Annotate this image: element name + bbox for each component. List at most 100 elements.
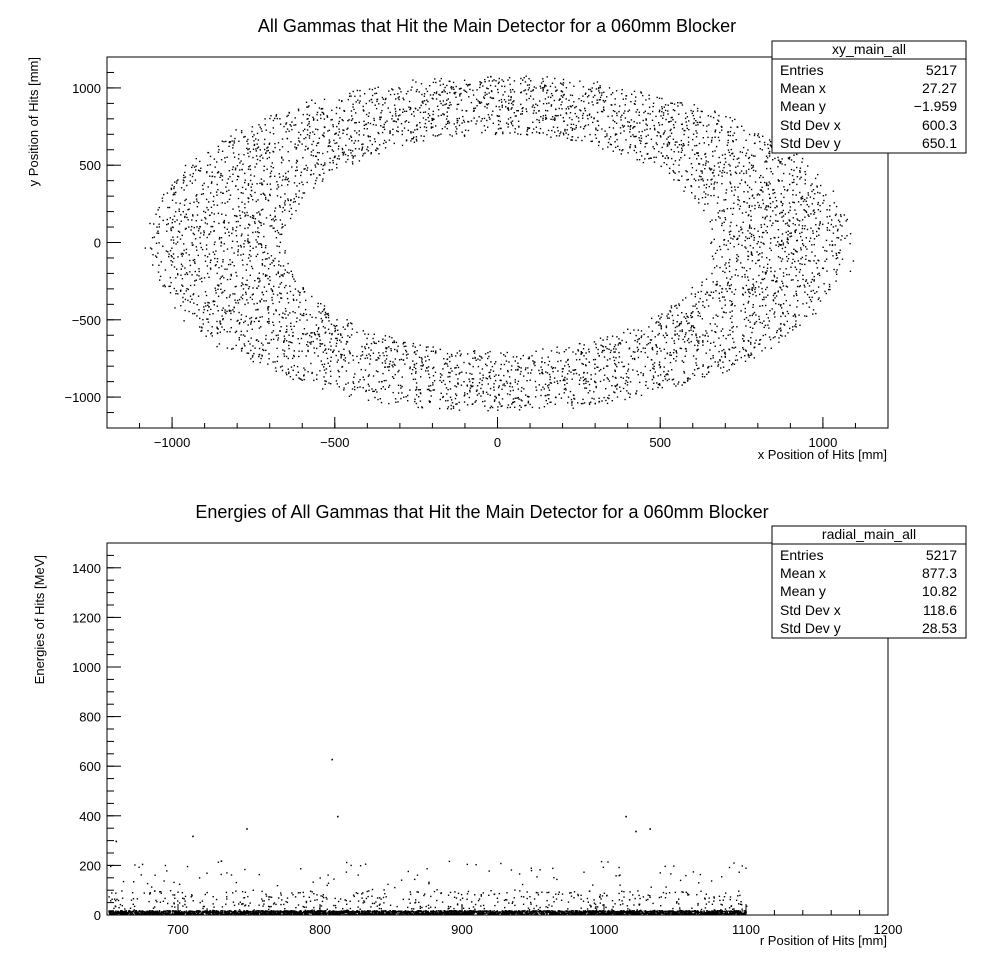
xy-hit-point (692, 330, 694, 332)
xy-hit-point (801, 231, 803, 234)
xy-hit-point (801, 197, 804, 200)
xy-hit-point (493, 389, 495, 391)
xy-hit-point (618, 338, 620, 340)
xy-hit-point (265, 196, 267, 199)
xy-hit-point (762, 135, 764, 137)
xy-hit-point (257, 340, 260, 342)
xy-hit-point (228, 145, 230, 147)
xy-hit-point (314, 164, 316, 166)
xy-hit-point (638, 131, 640, 133)
xy-hit-point (682, 143, 685, 145)
xy-hit-point (261, 183, 263, 186)
xy-hit-point (424, 122, 427, 125)
xy-hit-point (173, 266, 176, 268)
xy-hit-point (261, 316, 263, 318)
xy-hit-point (233, 140, 235, 142)
xy-hit-point (455, 85, 457, 88)
xy-hit-point (377, 398, 379, 401)
xy-hit-point (444, 91, 446, 93)
xy-hit-point (832, 232, 835, 234)
xy-hit-point (763, 231, 765, 234)
xy-hit-point (817, 298, 819, 301)
xy-hit-point (805, 200, 807, 202)
xy-hit-point (306, 118, 308, 120)
xy-hit-point (244, 283, 247, 286)
xy-hit-point (229, 194, 232, 196)
xy-hit-point (317, 128, 319, 131)
xy-hit-point (829, 288, 831, 291)
xy-hit-point (749, 326, 752, 328)
xy-hit-point (696, 349, 698, 351)
xy-hit-point (789, 232, 791, 234)
xy-hit-point (671, 116, 673, 119)
xy-hit-point (171, 222, 173, 224)
xy-hit-point (563, 93, 565, 96)
xy-hit-point (695, 130, 697, 132)
xy-hit-point (754, 291, 756, 293)
xy-hit-point (208, 276, 210, 278)
xy-hit-point (403, 127, 406, 129)
xy-hit-point (638, 159, 641, 161)
xy-hit-point (196, 226, 198, 228)
xy-hit-point (422, 102, 424, 104)
xy-hit-point (680, 151, 683, 153)
xy-hit-point (655, 344, 657, 346)
xy-hit-point (743, 201, 745, 203)
xy-hit-point (450, 399, 453, 401)
xy-hit-point (442, 100, 444, 102)
xy-hit-point (388, 336, 391, 338)
xy-hit-point (340, 341, 342, 343)
xy-hit-point (475, 390, 478, 392)
xy-hit-point (554, 367, 557, 369)
xy-hit-point (169, 285, 171, 287)
xy-hit-point (335, 163, 338, 165)
xy-hit-point (750, 164, 753, 166)
xy-hit-point (750, 215, 752, 218)
xy-hit-point (480, 120, 482, 122)
xy-hit-point (289, 312, 291, 314)
xy-hit-point (772, 159, 774, 161)
xy-hit-point (579, 126, 582, 128)
xy-hit-point (566, 137, 569, 139)
xy-hit-point (702, 344, 704, 346)
xy-hit-point (385, 379, 387, 382)
xy-hit-point (633, 90, 636, 93)
xy-hit-point (647, 342, 650, 345)
xy-hit-point (391, 88, 393, 90)
xy-hit-point (597, 129, 599, 132)
xy-hit-point (221, 326, 223, 328)
xy-hit-point (324, 164, 326, 166)
xy-hit-point (785, 268, 787, 270)
xy-hit-point (767, 294, 769, 296)
xy-hit-point (612, 150, 614, 152)
xy-hit-point (817, 259, 819, 261)
xy-hit-point (358, 134, 360, 136)
xy-hit-point (638, 343, 641, 345)
xy-hit-point (751, 331, 753, 334)
xy-hit-point (263, 223, 265, 225)
xy-hit-point (172, 236, 174, 238)
xy-hit-point (679, 330, 681, 332)
xy-hit-point (798, 285, 801, 288)
xy-hit-point (769, 197, 771, 200)
xy-hit-point (603, 101, 606, 103)
xy-hit-point (231, 348, 233, 350)
xy-hit-point (470, 101, 473, 104)
xy-hit-point (782, 215, 785, 217)
xy-hit-point (272, 260, 275, 262)
xy-hit-point (257, 285, 260, 287)
xy-hit-point (338, 128, 340, 130)
xy-hit-point (291, 276, 294, 278)
xy-hit-point (317, 328, 320, 330)
xy-hit-point (669, 129, 671, 132)
xy-hit-point (487, 410, 489, 412)
xy-hit-point (183, 180, 185, 182)
xy-hit-point (770, 145, 772, 147)
xy-hit-point (305, 136, 307, 139)
xy-hit-point (325, 316, 327, 319)
xy-hit-point (428, 359, 430, 361)
xy-hit-point (424, 111, 427, 113)
xy-hit-point (368, 389, 370, 391)
xy-hit-point (669, 167, 671, 170)
xy-hit-point (440, 392, 442, 394)
